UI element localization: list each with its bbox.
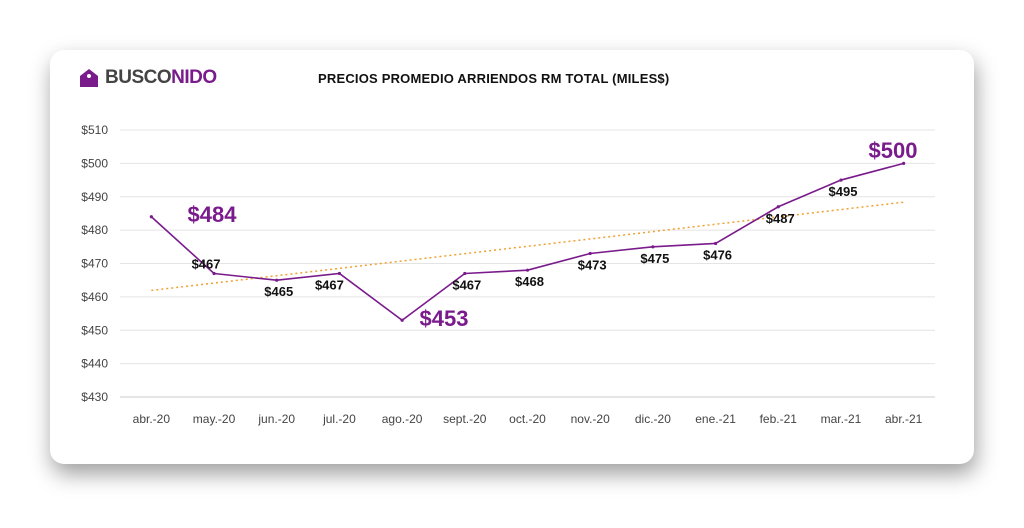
x-tick-label: jun.-20 [257, 412, 295, 426]
x-tick-label: abr.-21 [885, 412, 923, 426]
x-tick-label: nov.-20 [571, 412, 610, 426]
data-point [337, 271, 342, 276]
x-tick-label: oct.-20 [509, 412, 546, 426]
x-tick-label: ene.-21 [695, 412, 736, 426]
y-tick-label: $510 [81, 123, 108, 137]
data-label: $468 [515, 274, 544, 289]
x-tick-label: abr.-20 [133, 412, 171, 426]
data-point [463, 271, 467, 276]
y-tick-label: $430 [81, 390, 108, 404]
data-point [212, 271, 216, 276]
x-tick-label: feb.-21 [760, 412, 798, 426]
x-tick-label: dic.-20 [635, 412, 671, 426]
x-tick-label: may.-20 [193, 412, 236, 426]
data-point [839, 178, 843, 182]
brand-name: BUSCONIDO [105, 67, 217, 89]
highlight-data-label: $453 [420, 306, 469, 331]
data-label: $473 [578, 257, 607, 272]
data-label: $495 [829, 184, 858, 199]
brand-name-part1: BUSCO [105, 67, 172, 88]
x-tick-label: mar.-21 [821, 412, 862, 426]
data-point [713, 241, 718, 246]
y-tick-label: $480 [81, 223, 108, 237]
x-tick-label: ago.-20 [382, 412, 423, 426]
data-point [651, 245, 655, 249]
brand-logo: BUSCONIDO [78, 67, 217, 89]
trendline [151, 201, 904, 292]
y-tick-label: $460 [81, 290, 108, 304]
data-label: $465 [264, 284, 293, 299]
house-tag-icon [78, 67, 100, 89]
y-tick-label: $450 [81, 323, 108, 337]
chart-card [50, 50, 974, 464]
data-point [776, 205, 780, 209]
brand-name-part2: NIDO [171, 67, 217, 88]
data-point [149, 215, 153, 219]
y-tick-label: $440 [81, 357, 108, 371]
data-label: $487 [766, 211, 795, 226]
x-tick-label: sept.-20 [443, 412, 487, 426]
data-label: $475 [640, 251, 669, 266]
data-point [275, 278, 279, 282]
highlight-data-label: $500 [869, 138, 918, 163]
highlight-data-label: $484 [188, 202, 238, 227]
y-tick-label: $490 [81, 190, 108, 204]
data-label: $467 [452, 278, 481, 293]
data-label: $476 [703, 247, 732, 262]
y-tick-label: $500 [81, 156, 108, 170]
data-point [525, 268, 530, 272]
data-point [902, 161, 906, 165]
data-label: $467 [192, 257, 221, 272]
data-label: $467 [315, 278, 344, 293]
data-point [588, 251, 592, 256]
x-tick-label: jul.-20 [322, 412, 356, 426]
data-point [400, 318, 404, 322]
y-tick-label: $470 [81, 257, 108, 271]
chart-title: PRECIOS PROMEDIO ARRIENDOS RM TOTAL (MIL… [318, 71, 670, 86]
